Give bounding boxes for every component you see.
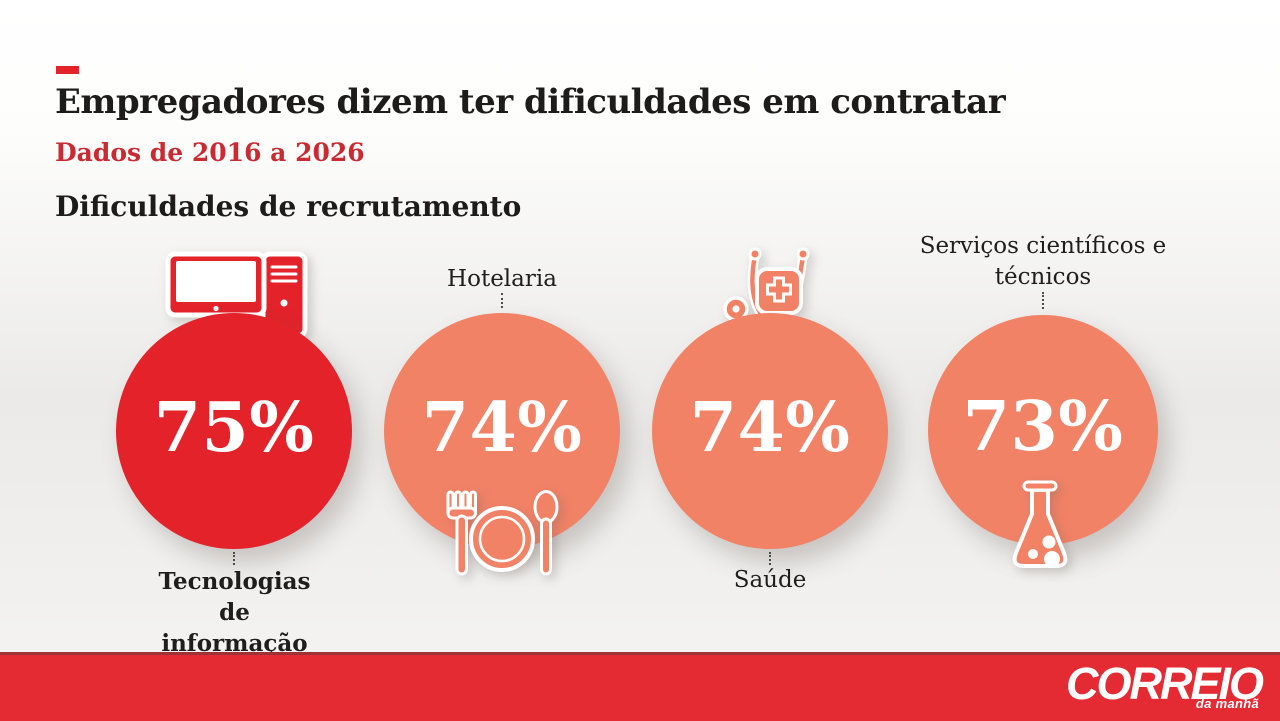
correio-da-manha-logo: CORREIO da manhã (1065, 658, 1264, 711)
category-label: Saúde (733, 567, 807, 593)
chart-title: Dificuldades de recrutamento (55, 190, 522, 223)
footer-bar: CORREIO da manhã (0, 652, 1280, 721)
page-title: Empregadores dizem ter dificuldades em c… (55, 82, 1006, 122)
connector-line (1042, 292, 1044, 309)
segment-tecnologias-de-informacao: 75% Tecnologias de informação (116, 251, 352, 657)
value-label: 75% (153, 388, 315, 468)
value-label: 74% (689, 388, 851, 468)
value-label: 74% (421, 388, 583, 468)
category-label: Serviços científicos e técnicos (919, 233, 1167, 290)
value-label: 73% (962, 387, 1124, 467)
restaurant-plate-icon (442, 489, 562, 581)
logo-subtext: da manhã (1195, 696, 1259, 711)
value-circle-tecnologias: 75% (116, 313, 352, 549)
value-circle-saude: 74% (652, 313, 888, 549)
segment-servicos-cientificos: Serviços científicos e técnicos 73% (920, 233, 1166, 568)
category-label: Hotelaria (447, 266, 557, 292)
logo-text: CORREIO (1065, 658, 1264, 709)
chemistry-flask-icon (1002, 480, 1078, 580)
connector-line (501, 293, 503, 308)
category-label: Tecnologias de informação (158, 568, 311, 657)
segment-saude: 74% Saúde (652, 247, 888, 593)
segment-hotelaria: Hotelaria 74% (384, 266, 620, 576)
connector-line (769, 552, 771, 565)
accent-dash (56, 66, 79, 74)
page-subtitle: Dados de 2016 a 2026 (55, 138, 365, 167)
connector-line (233, 552, 235, 565)
